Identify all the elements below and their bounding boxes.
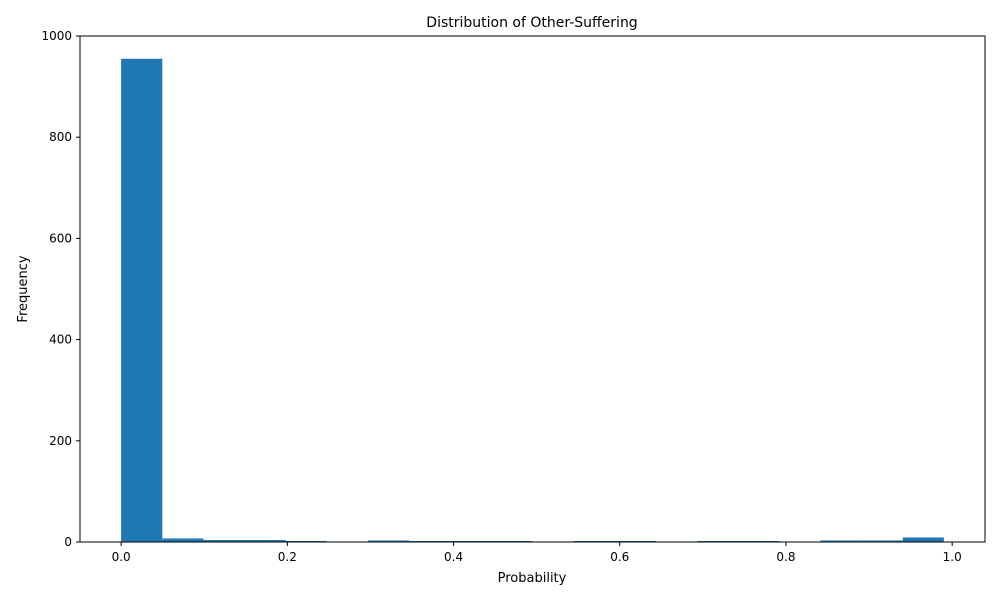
bars-layer [121,58,944,543]
y-tick-label: 1000 [41,29,72,43]
y-tick-label: 400 [49,333,72,347]
histogram-bar-4 [285,540,327,542]
histogram-bar-6 [367,540,410,542]
x-tick-label: 0.4 [444,550,463,564]
x-tick-label: 0.0 [112,550,131,564]
histogram-bar-0 [121,58,163,543]
chart-title: Distribution of Other-Suffering [426,15,637,31]
y-tick-label: 800 [49,130,72,144]
ticks-layer: 0.0 0.2 0.4 0.6 0.8 1.0 0 200 400 600 800 1000 [41,29,961,564]
histogram-bar-9 [491,540,533,542]
x-tick-label: 0.8 [776,550,795,564]
x-axis-label: Probability [498,571,567,586]
y-tick-label: 600 [49,231,72,245]
x-tick-label: 0.2 [278,550,297,564]
histogram-bar-7 [409,540,451,542]
y-tick-label: 0 [64,535,72,549]
y-tick-label: 200 [49,434,72,448]
x-tick-label: 1.0 [943,550,962,564]
histogram-bar-8 [450,540,492,542]
histogram-bar-2 [203,539,245,542]
histogram-bar-17 [820,540,862,542]
plot-frame [79,35,986,543]
histogram-bar-12 [614,540,656,542]
histogram-bar-19 [902,537,944,542]
histogram-bar-3 [244,539,286,542]
histogram-bar-14 [697,540,739,542]
histogram-bar-15 [738,540,780,542]
y-axis-label: Frequency [16,255,31,322]
x-tick-label: 0.6 [610,550,629,564]
histogram-bar-18 [861,540,903,542]
histogram-bar-1 [162,538,204,542]
histogram-bar-11 [573,540,615,542]
